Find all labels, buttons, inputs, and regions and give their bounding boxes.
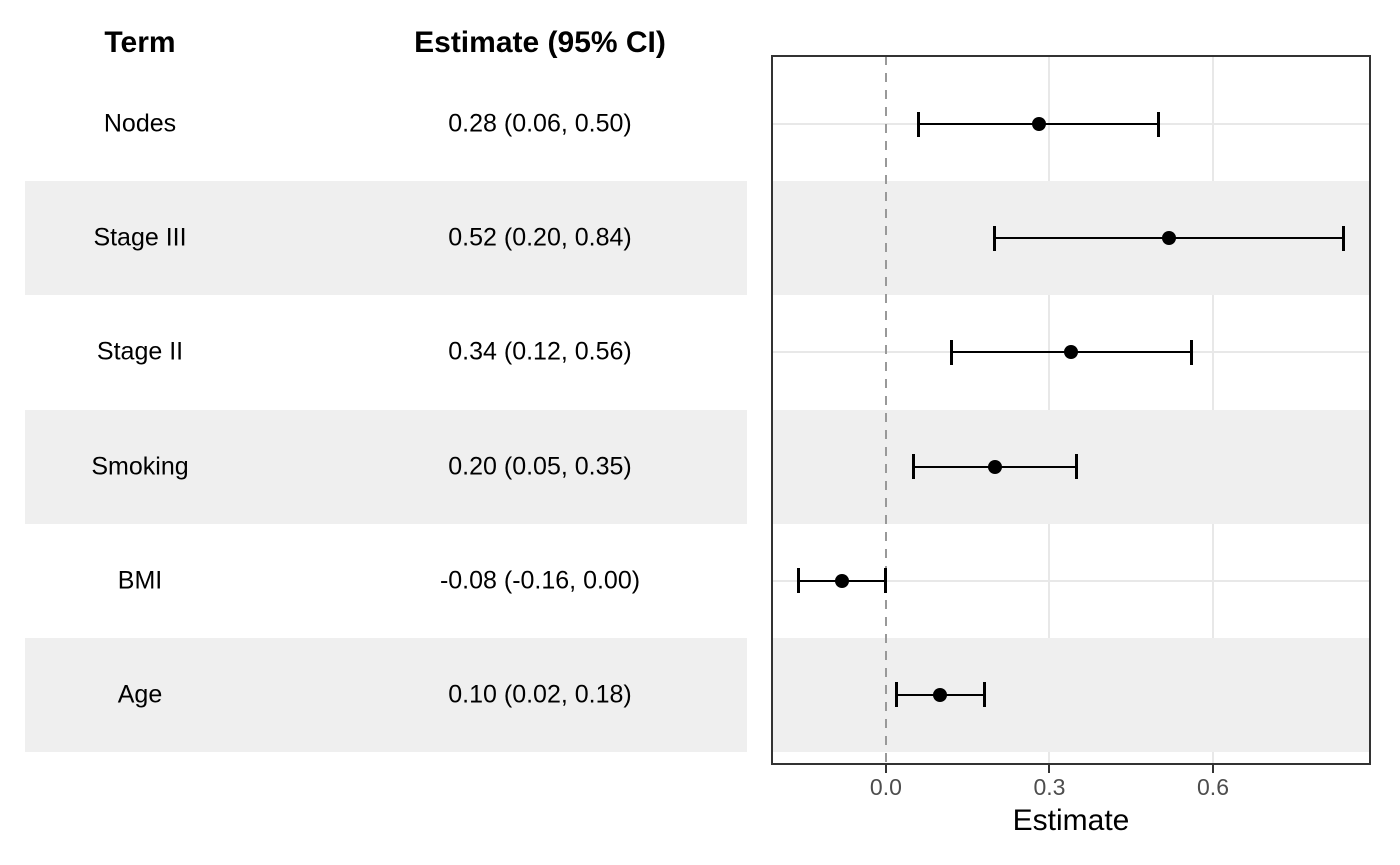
x-axis-tick [884, 765, 887, 773]
ci-cap-low [993, 225, 997, 251]
row-stripe-table [25, 637, 747, 752]
h-gridline [772, 579, 1370, 582]
estimate-column-header: Estimate (95% CI) [414, 26, 666, 59]
row-stripe-table [25, 181, 747, 296]
ci-cap-low [949, 339, 953, 365]
ci-cap-high [884, 568, 888, 594]
estimate-ci-label: 0.28 (0.06, 0.50) [448, 109, 632, 138]
x-axis-tick [1048, 765, 1051, 773]
term-column-header: Term [104, 26, 176, 59]
ci-cap-high [982, 682, 986, 708]
ci-cap-low [911, 454, 915, 480]
ci-cap-high [1342, 225, 1346, 251]
estimate-ci-label: -0.08 (-0.16, 0.00) [439, 566, 641, 595]
term-label: Stage III [93, 223, 187, 252]
term-label: Nodes [103, 109, 177, 138]
estimate-ci-label: 0.10 (0.02, 0.18) [448, 680, 632, 709]
ci-cap-high [1189, 339, 1193, 365]
estimate-ci-label: 0.20 (0.05, 0.35) [448, 452, 632, 481]
point-estimate [933, 687, 948, 702]
x-tick-label: 0.0 [869, 774, 902, 800]
x-tick-label: 0.6 [1197, 774, 1229, 800]
term-label: Smoking [91, 452, 189, 481]
point-estimate [987, 459, 1002, 474]
term-label: Age [117, 680, 163, 709]
ci-cap-high [1075, 454, 1079, 480]
x-axis-tick [1212, 765, 1214, 773]
x-axis-title: Estimate [1012, 804, 1130, 837]
estimate-ci-label: 0.34 (0.12, 0.56) [448, 337, 632, 366]
estimate-ci-label: 0.52 (0.20, 0.84) [448, 223, 632, 252]
point-estimate [1064, 345, 1079, 360]
term-label: BMI [117, 566, 163, 595]
point-estimate [1031, 117, 1046, 132]
ci-cap-low [917, 111, 921, 137]
point-estimate [835, 573, 850, 588]
ci-cap-low [895, 682, 899, 708]
term-label: Stage II [96, 337, 184, 366]
row-stripe-table [25, 409, 747, 524]
ci-cap-low [797, 568, 801, 594]
ci-cap-high [1156, 111, 1160, 137]
row-stripe-panel [772, 637, 1370, 752]
point-estimate [1162, 231, 1177, 246]
zero-reference-line [884, 56, 887, 763]
x-tick-label: 0.3 [1033, 774, 1066, 800]
